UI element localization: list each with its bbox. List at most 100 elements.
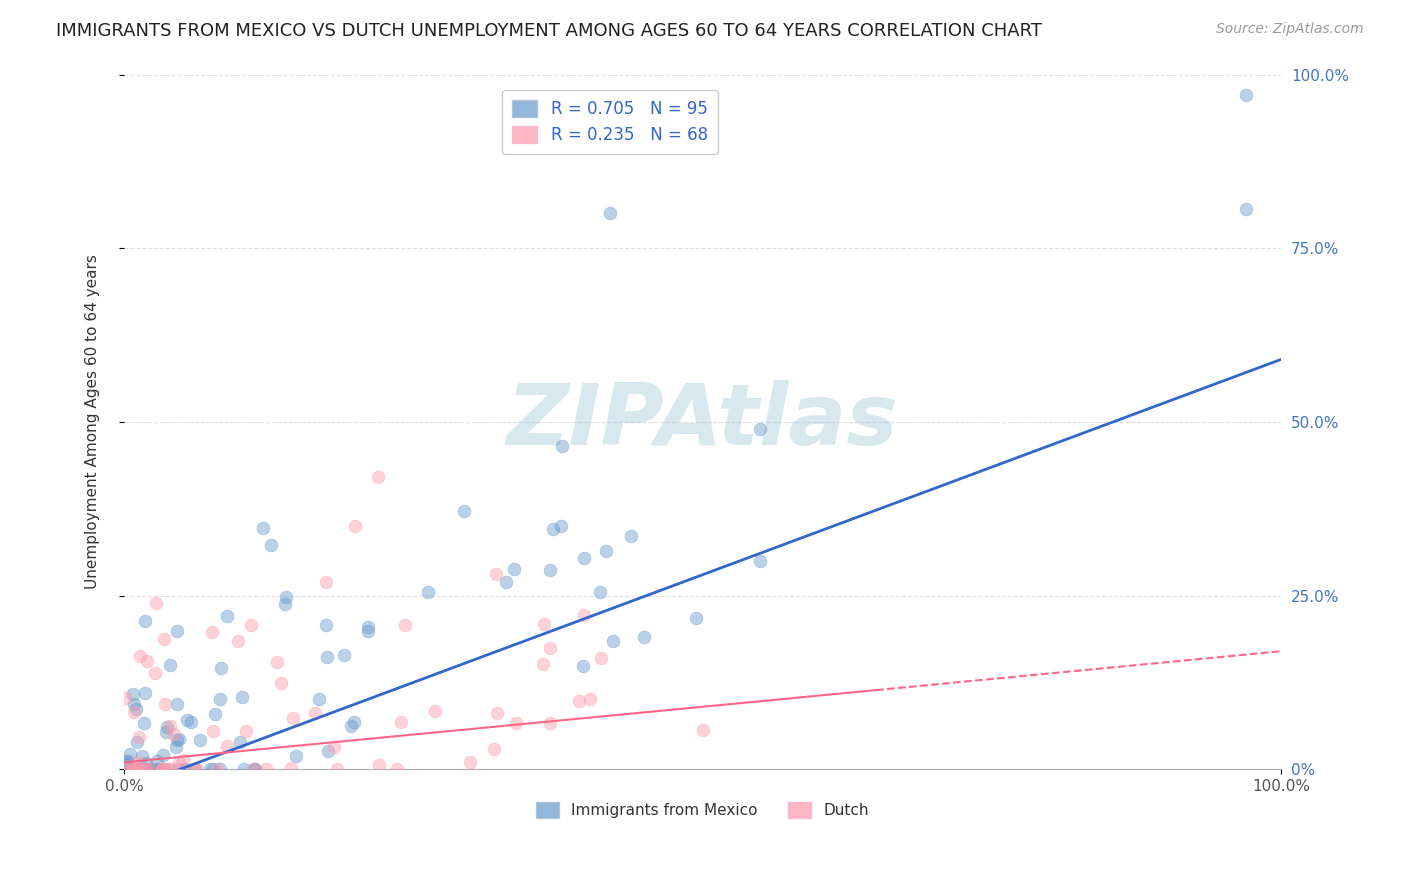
Point bbox=[166, 697, 188, 711]
Point bbox=[254, 762, 277, 776]
Point bbox=[591, 651, 613, 665]
Point bbox=[188, 732, 211, 747]
Point bbox=[134, 686, 156, 700]
Point bbox=[340, 719, 363, 733]
Point bbox=[315, 575, 337, 590]
Point bbox=[134, 762, 156, 776]
Point bbox=[145, 596, 167, 610]
Point bbox=[118, 747, 141, 761]
Point bbox=[633, 630, 655, 644]
Point bbox=[122, 698, 145, 712]
Point bbox=[217, 609, 239, 624]
Point bbox=[229, 735, 252, 749]
Point bbox=[159, 719, 181, 733]
Point bbox=[117, 762, 139, 776]
Point bbox=[274, 598, 297, 612]
Point bbox=[132, 715, 155, 730]
Point bbox=[135, 756, 157, 770]
Point bbox=[125, 702, 148, 716]
Point bbox=[391, 714, 413, 729]
Point bbox=[156, 720, 179, 734]
Point bbox=[541, 523, 564, 537]
Point bbox=[394, 618, 416, 632]
Y-axis label: Unemployment Among Ages 60 to 64 years: Unemployment Among Ages 60 to 64 years bbox=[86, 254, 100, 590]
Point bbox=[416, 585, 439, 599]
Point bbox=[160, 762, 183, 776]
Point bbox=[538, 563, 561, 577]
Point bbox=[595, 544, 617, 558]
Point bbox=[243, 762, 266, 776]
Point bbox=[152, 747, 174, 762]
Point bbox=[572, 659, 595, 673]
Point bbox=[114, 762, 136, 776]
Point bbox=[538, 640, 561, 655]
Point bbox=[367, 470, 389, 484]
Point bbox=[485, 567, 508, 582]
Point bbox=[131, 749, 153, 764]
Point bbox=[281, 711, 304, 725]
Point bbox=[124, 762, 146, 776]
Point bbox=[125, 735, 148, 749]
Point bbox=[285, 748, 308, 763]
Point bbox=[323, 739, 346, 754]
Point bbox=[155, 762, 177, 776]
Point bbox=[423, 705, 446, 719]
Point bbox=[136, 654, 159, 668]
Point bbox=[304, 706, 326, 720]
Point bbox=[599, 206, 621, 220]
Point bbox=[121, 687, 143, 701]
Point bbox=[502, 562, 524, 576]
Point bbox=[167, 731, 190, 746]
Point bbox=[201, 762, 224, 776]
Point bbox=[505, 715, 527, 730]
Point bbox=[201, 625, 224, 640]
Point bbox=[172, 753, 194, 767]
Point bbox=[183, 762, 205, 776]
Point bbox=[343, 715, 366, 730]
Point bbox=[152, 762, 174, 776]
Point bbox=[159, 658, 181, 673]
Point bbox=[155, 725, 177, 739]
Point bbox=[1234, 88, 1257, 103]
Point bbox=[152, 762, 174, 776]
Point bbox=[150, 762, 173, 776]
Point bbox=[602, 633, 624, 648]
Point bbox=[385, 762, 408, 776]
Point bbox=[579, 691, 602, 706]
Point bbox=[266, 655, 288, 669]
Point bbox=[344, 519, 367, 533]
Point bbox=[115, 754, 138, 768]
Point bbox=[122, 705, 145, 719]
Point bbox=[143, 665, 166, 680]
Legend: Immigrants from Mexico, Dutch: Immigrants from Mexico, Dutch bbox=[530, 796, 875, 824]
Point bbox=[132, 762, 155, 776]
Point bbox=[453, 503, 475, 517]
Point bbox=[531, 657, 554, 671]
Point bbox=[205, 762, 228, 776]
Point bbox=[121, 762, 143, 776]
Point bbox=[120, 762, 142, 776]
Point bbox=[270, 676, 292, 690]
Point bbox=[215, 739, 238, 753]
Point bbox=[315, 650, 337, 665]
Point bbox=[176, 714, 198, 728]
Point bbox=[157, 762, 180, 776]
Point bbox=[551, 439, 574, 453]
Point bbox=[588, 584, 610, 599]
Point bbox=[148, 762, 170, 776]
Point bbox=[550, 519, 572, 533]
Point bbox=[115, 762, 138, 776]
Point bbox=[538, 715, 561, 730]
Point bbox=[125, 762, 148, 776]
Point bbox=[114, 762, 136, 776]
Point bbox=[166, 733, 188, 747]
Point bbox=[186, 762, 208, 776]
Point bbox=[152, 632, 174, 647]
Point bbox=[129, 762, 152, 776]
Point bbox=[122, 762, 145, 776]
Point bbox=[533, 616, 555, 631]
Point bbox=[139, 762, 162, 776]
Point bbox=[127, 755, 149, 769]
Point bbox=[166, 624, 188, 639]
Point bbox=[167, 756, 190, 770]
